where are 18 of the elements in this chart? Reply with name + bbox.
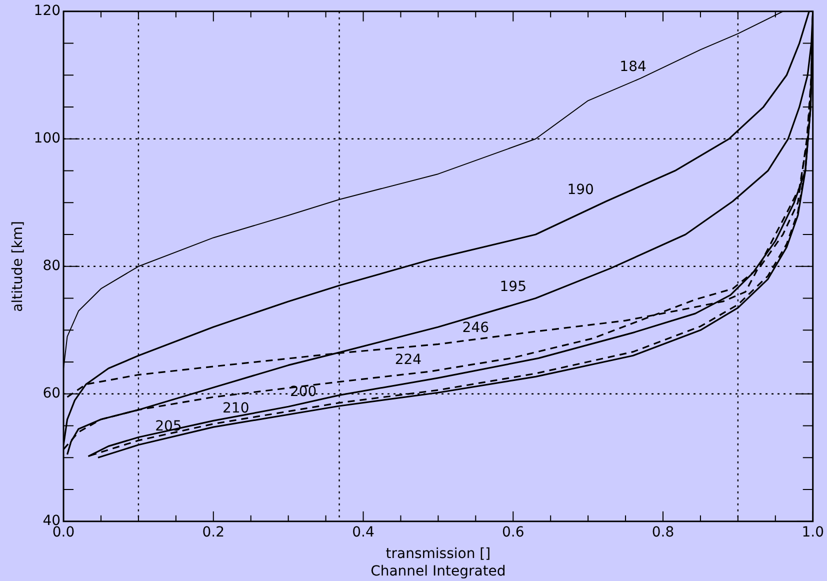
y-tick-label: 60 (42, 386, 61, 402)
x-tick-label: 1.0 (802, 524, 824, 540)
series-label: 210 (222, 400, 250, 417)
x-tick-label: 0.4 (352, 524, 374, 540)
x-tick-label: 0.2 (202, 524, 225, 540)
y-tick-label: 100 (34, 130, 61, 147)
x-axis-title: transmission [] (386, 546, 491, 562)
series-label: 246 (462, 320, 490, 336)
series-label: 195 (500, 278, 526, 295)
series-label: 190 (567, 182, 594, 198)
y-axis-title: altitude [km] (10, 220, 26, 312)
y-tick-label: 120 (34, 3, 61, 20)
text: Channel Integrated (370, 564, 506, 580)
x-tick-label: 0.6 (502, 524, 524, 540)
x-tick-label: 0.8 (652, 524, 674, 540)
series-label: 224 (394, 352, 422, 368)
y-tick-label: 80 (42, 258, 61, 274)
series-label: 184 (620, 58, 646, 75)
